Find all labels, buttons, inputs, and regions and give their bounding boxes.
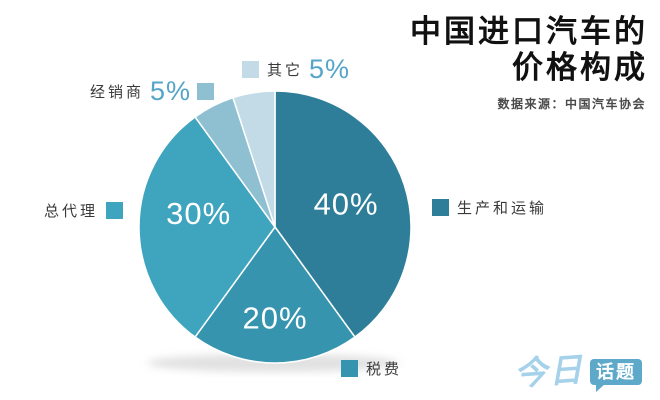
callout-shuifei: 税费 (341, 358, 402, 379)
callout-label-qita: 其它 (267, 62, 304, 79)
callout-label-shengchan: 生产和运输 (457, 200, 548, 217)
callout-qita: 其它 5% (242, 54, 350, 85)
pie-slice-0 (274, 90, 412, 338)
legend-swatch-shengchan (432, 199, 449, 216)
pie-slice-1 (194, 226, 356, 364)
callout-label-jingxiaoshang: 经销商 (90, 84, 145, 101)
callout-percent-jingxiaoshang: 5% (150, 76, 192, 106)
logo-bubble-text: 话题 (596, 361, 636, 382)
legend-swatch-qita (242, 61, 259, 78)
callout-jingxiaoshang: 经销商 5% (90, 76, 215, 107)
page-title-line2: 价格构成 (512, 50, 648, 85)
callout-label-shuifei: 税费 (366, 361, 403, 378)
callout-label-zongdaili: 总代理 (44, 203, 99, 220)
logo-script-text: 今日 (512, 350, 586, 393)
page-title: 中国进口汽车的 价格构成 (410, 14, 648, 86)
callout-zongdaili: 总代理 (44, 200, 124, 221)
page-title-line1: 中国进口汽车的 (410, 14, 648, 49)
callout-percent-qita: 5% (309, 54, 351, 84)
logo-bubble-tail-icon (596, 383, 605, 392)
pie-slice-2 (138, 116, 276, 338)
pie-percent-label-1: 20% (242, 301, 307, 336)
callout-shengchan: 生产和运输 (432, 197, 547, 218)
data-source-note: 数据来源：中国汽车协会 (497, 97, 646, 111)
legend-swatch-jingxiaoshang (197, 83, 215, 100)
legend-swatch-zongdaili (106, 202, 124, 219)
brand-logo: 今日 话题 (512, 350, 642, 393)
pie-percent-label-2: 30% (166, 196, 231, 231)
pie-percent-label-0: 40% (314, 186, 379, 221)
pie-slice-4 (232, 90, 276, 228)
legend-swatch-shuifei (341, 360, 358, 377)
logo-bubble: 话题 (590, 358, 642, 392)
